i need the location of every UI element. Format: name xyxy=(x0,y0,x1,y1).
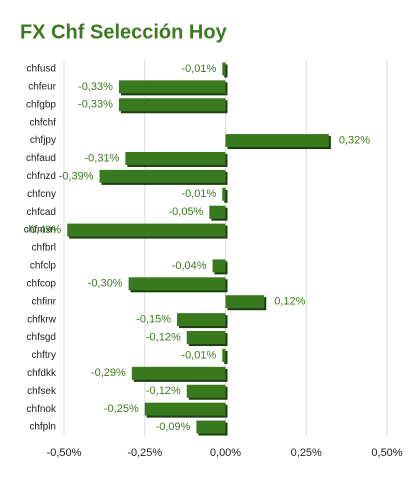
bar xyxy=(196,420,226,434)
y-tick-label: chfgbp xyxy=(26,99,56,110)
value-label: -0,09% xyxy=(156,421,191,433)
value-label: -0,39% xyxy=(59,170,94,182)
bar xyxy=(209,205,226,219)
value-label: -0,33% xyxy=(78,99,113,111)
value-label: -0,04% xyxy=(172,260,207,272)
y-tick-label: chfusd xyxy=(27,64,56,75)
value-label: -0,33% xyxy=(78,81,113,93)
x-tick-label: -0,25% xyxy=(127,447,162,459)
bar xyxy=(212,259,226,273)
x-tick-label: -0,50% xyxy=(47,447,82,459)
bar xyxy=(225,134,329,148)
y-tick-label: chfsgd xyxy=(27,332,56,343)
y-tick-label: chfcop xyxy=(27,278,57,289)
value-label: -0,01% xyxy=(181,188,216,200)
x-tick-label: 0,25% xyxy=(291,447,322,459)
bar xyxy=(99,169,226,183)
value-label: 0,32% xyxy=(339,134,370,146)
value-label: -0,49% xyxy=(26,224,61,236)
y-tick-label: chfsek xyxy=(27,386,57,397)
value-label: -0,01% xyxy=(181,349,216,361)
y-tick-label: chfnzd xyxy=(27,171,56,182)
value-label: -0,05% xyxy=(168,206,203,218)
value-label: 0,12% xyxy=(274,296,305,308)
bar xyxy=(128,277,226,291)
bar xyxy=(222,348,226,362)
y-tick-label: chfinr xyxy=(32,296,57,307)
x-tick-label: 0,00% xyxy=(210,447,241,459)
bar-shadow xyxy=(224,350,228,364)
y-tick-label: chfkrw xyxy=(27,314,57,325)
bar xyxy=(144,402,226,416)
bar xyxy=(125,151,226,165)
y-tick-label: chfjpy xyxy=(30,135,56,146)
value-label: -0,01% xyxy=(181,63,216,75)
y-tick-label: chfclp xyxy=(30,261,57,272)
bar-shadow xyxy=(224,64,228,78)
y-tick-label: chfmxn xyxy=(24,225,56,236)
bar xyxy=(67,223,226,237)
y-tick-label: chfnok xyxy=(27,404,57,415)
bar xyxy=(225,295,265,309)
y-tick-label: chfeur xyxy=(28,81,56,92)
bar xyxy=(222,62,226,76)
bar xyxy=(177,313,226,327)
value-label: -0,12% xyxy=(146,331,181,343)
y-tick-label: chfpln xyxy=(29,422,56,433)
bar xyxy=(131,366,226,380)
bar xyxy=(186,331,226,345)
value-label: -0,30% xyxy=(88,278,123,290)
y-tick-label: chfaud xyxy=(26,153,56,164)
value-label: -0,31% xyxy=(85,152,120,164)
value-label: -0,25% xyxy=(104,403,139,415)
bar-shadow xyxy=(224,189,228,203)
bar xyxy=(118,98,226,112)
bar xyxy=(118,80,226,94)
y-tick-label: chfbrl xyxy=(32,243,56,254)
y-tick-label: chfchf xyxy=(29,117,56,128)
chart-title: FX Chf Selección Hoy xyxy=(20,21,228,43)
y-tick-label: chfdkk xyxy=(27,368,57,379)
x-tick-label: 0,50% xyxy=(371,447,402,459)
value-label: -0,15% xyxy=(136,314,171,326)
value-label: -0,12% xyxy=(146,385,181,397)
bar xyxy=(222,187,226,201)
y-tick-label: chftry xyxy=(32,350,56,361)
value-label: -0,29% xyxy=(91,367,126,379)
bar xyxy=(186,384,226,398)
y-tick-label: chfcad xyxy=(27,207,56,218)
y-tick-label: chfcny xyxy=(27,189,56,200)
